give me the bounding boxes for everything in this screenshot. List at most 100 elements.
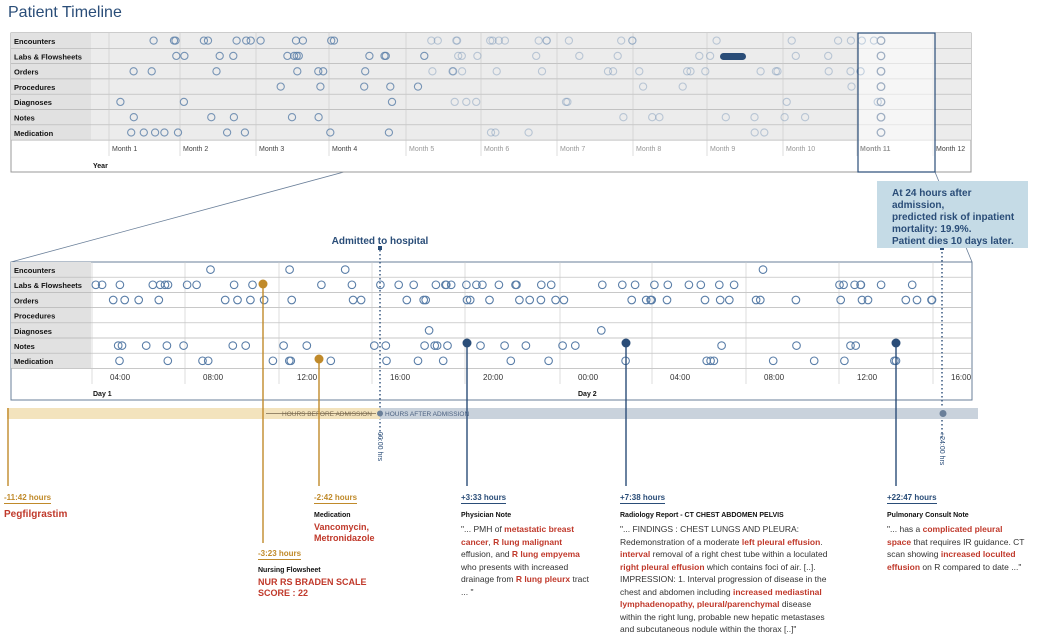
top-event-ring[interactable] <box>655 113 664 122</box>
top-event-ring[interactable] <box>473 51 482 61</box>
bottom-event-ring[interactable] <box>476 341 485 350</box>
top-event-ring[interactable] <box>486 128 496 137</box>
top-event-ring[interactable] <box>782 97 791 107</box>
top-event-ring[interactable] <box>329 36 339 45</box>
top-event-ring[interactable] <box>491 128 500 137</box>
bottom-event-ring[interactable] <box>259 295 269 305</box>
bottom-event-ring[interactable] <box>478 280 487 290</box>
top-event-ring[interactable] <box>116 97 125 107</box>
top-event-ring[interactable] <box>628 36 637 45</box>
top-event-ring[interactable] <box>791 51 800 61</box>
top-event-ring[interactable] <box>452 36 461 45</box>
top-event-ring[interactable] <box>127 128 136 137</box>
top-event-ring[interactable] <box>179 97 189 107</box>
bottom-event-ring[interactable] <box>97 280 107 290</box>
top-event-ring[interactable] <box>682 67 692 76</box>
top-event-ring[interactable] <box>638 82 648 91</box>
bottom-event-ring[interactable] <box>715 295 725 305</box>
bottom-event-ring[interactable] <box>570 341 580 350</box>
bottom-event-ring[interactable] <box>809 356 819 366</box>
top-event-ring[interactable] <box>319 67 328 76</box>
top-event-ring[interactable] <box>232 36 241 45</box>
top-event-ring[interactable] <box>846 36 856 45</box>
top-event-ring[interactable] <box>169 36 179 45</box>
top-event-cluster[interactable] <box>720 53 746 60</box>
top-event-ring[interactable] <box>212 67 221 76</box>
top-event-ring[interactable] <box>384 128 394 137</box>
bottom-event-ring[interactable] <box>154 295 164 305</box>
top-event-ring[interactable] <box>427 36 436 45</box>
bottom-event-ring[interactable] <box>684 280 694 290</box>
top-event-ring[interactable] <box>628 36 637 45</box>
bottom-event-ring[interactable] <box>117 341 127 350</box>
bottom-event-ring[interactable] <box>220 295 230 305</box>
top-event-ring[interactable] <box>486 36 495 45</box>
bottom-event-ring[interactable] <box>850 280 859 290</box>
top-event-ring[interactable] <box>287 113 297 122</box>
bottom-event-ring[interactable] <box>506 356 516 366</box>
bottom-event-ring[interactable] <box>544 356 553 366</box>
bottom-event-ring[interactable] <box>521 341 531 350</box>
bottom-event-ring[interactable] <box>627 295 637 305</box>
top-event-ring[interactable] <box>824 67 833 76</box>
bottom-event-ring[interactable] <box>120 295 130 305</box>
top-event-ring[interactable] <box>229 113 239 122</box>
top-event-ring[interactable] <box>686 67 695 76</box>
bottom-event-ring[interactable] <box>630 280 640 290</box>
top-event-ring[interactable] <box>316 82 325 91</box>
event-medication[interactable]: -2:42 hours Medication Vancomycin, Metro… <box>314 487 424 544</box>
bottom-event-ring[interactable] <box>241 341 251 350</box>
top-event-ring[interactable] <box>222 128 232 137</box>
bottom-event-ring[interactable] <box>729 280 739 290</box>
bottom-event-ring[interactable] <box>284 356 294 366</box>
bottom-event-ring[interactable] <box>443 341 452 350</box>
top-event-ring[interactable] <box>787 36 796 45</box>
bottom-event-ring[interactable] <box>347 280 357 290</box>
bottom-event-ring[interactable] <box>700 295 710 305</box>
bottom-event-ring[interactable] <box>851 341 861 350</box>
top-event-ring[interactable] <box>705 51 715 61</box>
top-event-ring[interactable] <box>608 67 618 76</box>
top-event-ring[interactable] <box>428 67 437 76</box>
top-event-ring[interactable] <box>494 36 504 45</box>
bottom-event-ring[interactable] <box>192 280 201 290</box>
bottom-event-ring[interactable] <box>558 341 567 350</box>
bottom-event-ring[interactable] <box>714 280 724 290</box>
bottom-event-ring[interactable] <box>485 295 494 305</box>
top-event-ring[interactable] <box>361 67 370 76</box>
top-event-ring[interactable] <box>448 67 458 76</box>
bottom-event-ring[interactable] <box>901 295 911 305</box>
bottom-event-ring[interactable] <box>430 341 440 350</box>
top-event-ring[interactable] <box>294 51 303 61</box>
bottom-event-ring[interactable] <box>228 341 238 350</box>
top-event-ring[interactable] <box>276 82 285 91</box>
bottom-event-ring[interactable] <box>559 295 569 305</box>
bottom-event-ring[interactable] <box>597 280 607 290</box>
top-event-ring[interactable] <box>846 67 855 76</box>
top-event-ring[interactable] <box>215 51 224 61</box>
top-event-ring[interactable] <box>283 51 292 61</box>
bottom-event-ring[interactable] <box>348 295 358 305</box>
top-event-ring[interactable] <box>773 67 782 76</box>
event-physician-note[interactable]: +3:33 hours Physician Note "... PMH of m… <box>461 487 593 598</box>
top-event-ring[interactable] <box>701 67 710 76</box>
bottom-event-ring[interactable] <box>438 356 448 366</box>
top-event-ring[interactable] <box>542 36 551 45</box>
event-braden-score[interactable]: -3:23 hours Nursing Flowsheet NUR RS BRA… <box>258 543 368 599</box>
top-event-ring[interactable] <box>147 67 156 76</box>
top-event-ring[interactable] <box>524 128 533 137</box>
top-event-ring[interactable] <box>172 51 181 61</box>
top-event-ring[interactable] <box>180 51 189 61</box>
top-event-ring[interactable] <box>327 36 336 45</box>
bottom-event-ring[interactable] <box>229 280 239 290</box>
bottom-event-ring[interactable] <box>494 280 504 290</box>
bottom-event-ring[interactable] <box>546 280 556 290</box>
bottom-event-ring[interactable] <box>419 295 429 305</box>
bottom-event-ring[interactable] <box>515 295 524 305</box>
top-event-ring[interactable] <box>750 128 759 137</box>
top-event-ring[interactable] <box>448 67 457 76</box>
top-event-ring[interactable] <box>246 36 255 45</box>
top-event-ring[interactable] <box>457 51 466 61</box>
bottom-event-ring[interactable] <box>511 280 520 290</box>
bottom-event-ring[interactable] <box>160 280 170 290</box>
